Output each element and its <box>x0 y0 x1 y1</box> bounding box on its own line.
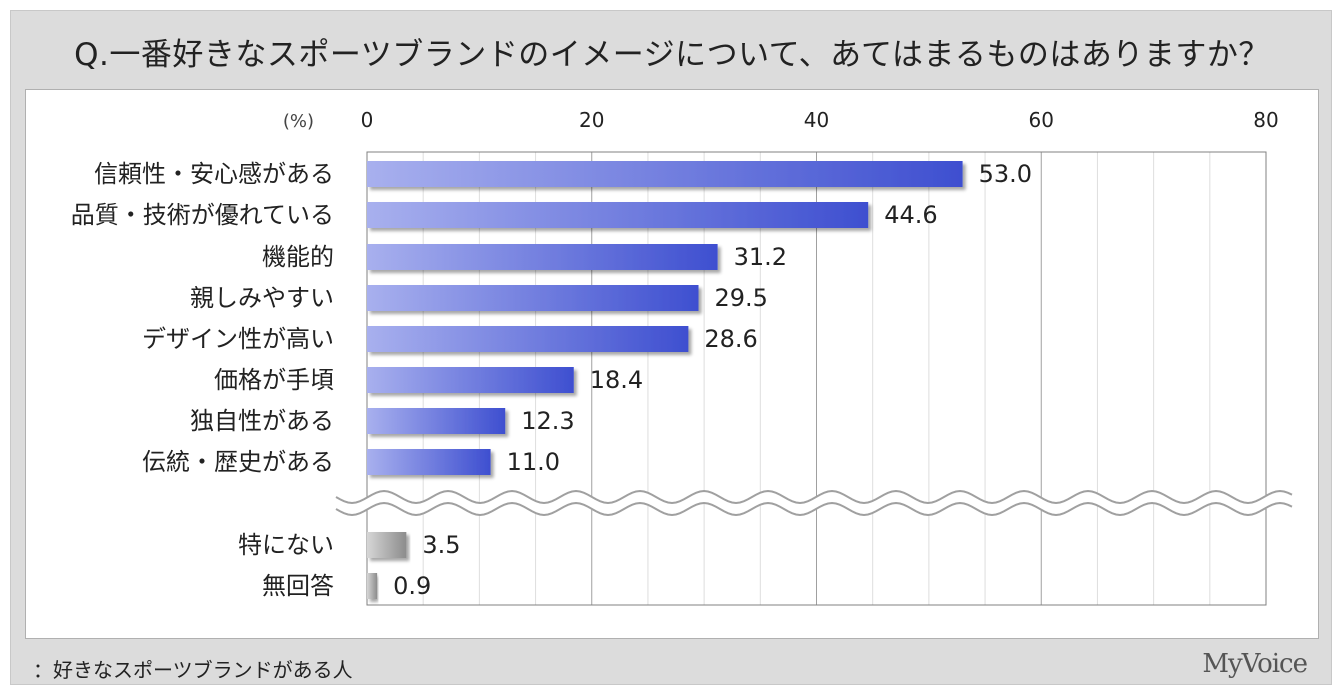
bar <box>367 449 491 475</box>
bar <box>367 573 378 599</box>
data-label: 53.0 <box>979 160 1032 188</box>
bars <box>367 161 963 599</box>
axis-break <box>335 489 1293 517</box>
data-label: 11.0 <box>507 448 560 476</box>
data-label: 0.9 <box>393 572 431 600</box>
bar <box>367 202 869 228</box>
category-label: 品質・技術が優れている <box>71 201 334 229</box>
break-band <box>336 491 1292 515</box>
bar <box>367 367 574 393</box>
footnote: ：好きなスポーツブランドがある人 <box>33 658 353 682</box>
x-tick-label: 40 <box>804 108 829 132</box>
data-label: 31.2 <box>734 243 787 271</box>
bar <box>367 532 407 558</box>
data-label: 12.3 <box>521 407 574 435</box>
data-label: 29.5 <box>715 284 768 312</box>
category-label: 価格が手頃 <box>214 366 334 394</box>
category-label: 親しみやすい <box>190 284 334 312</box>
category-label: 特にない <box>238 531 334 559</box>
data-label: 18.4 <box>590 366 643 394</box>
x-tick-label: 80 <box>1253 108 1278 132</box>
unit-label: (%) <box>283 111 314 132</box>
bar <box>367 244 718 270</box>
bar <box>367 161 963 187</box>
chart-title: Q.一番好きなスポーツブランドのイメージについて、あてはまるものはありますか？ <box>74 37 1270 73</box>
bar <box>367 285 699 311</box>
category-label: 信頼性・安心感がある <box>94 160 334 188</box>
category-label: 伝統・歴史がある <box>142 448 334 476</box>
data-label: 28.6 <box>704 325 757 353</box>
bar <box>367 408 506 434</box>
x-tick-label: 20 <box>579 108 604 132</box>
data-label: 3.5 <box>422 531 460 559</box>
labels: 0 20 40 60 80 (%) 信頼性・安心感がある 53.0 品質・技術が優れている 44.… <box>71 108 1279 600</box>
break-line-lower <box>335 501 1293 517</box>
bar <box>367 326 689 352</box>
category-label: 無回答 <box>262 572 334 600</box>
category-label: デザイン性が高い <box>142 325 334 353</box>
category-label: 独自性がある <box>190 407 334 435</box>
break-line-upper <box>335 489 1293 505</box>
data-label: 44.6 <box>884 201 937 229</box>
x-tick-label: 60 <box>1029 108 1054 132</box>
x-tick-label: 0 <box>361 108 374 132</box>
myvoice-logo: MyVoice <box>1202 649 1308 679</box>
category-label: 機能的 <box>262 243 334 271</box>
